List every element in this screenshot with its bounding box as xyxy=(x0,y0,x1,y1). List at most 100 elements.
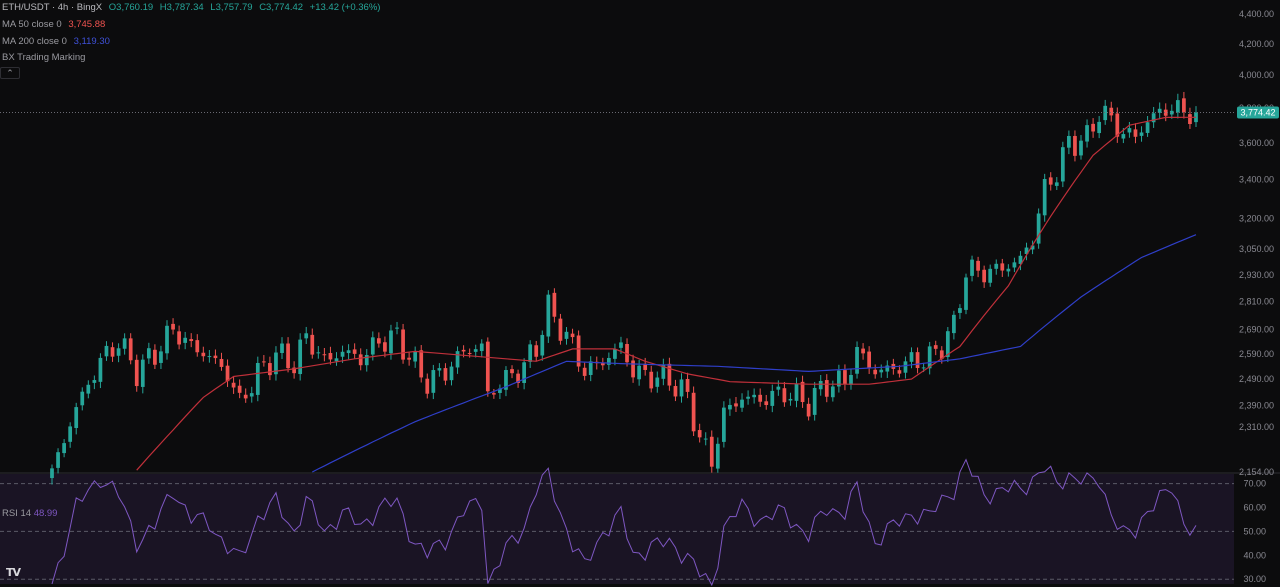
candle-body xyxy=(98,357,103,382)
candle-body xyxy=(546,294,551,337)
ohlc-open: O3,760.19 xyxy=(108,2,154,13)
candle-body xyxy=(970,259,974,276)
price-tick-label: 4,400.00 xyxy=(1239,9,1274,19)
candle-body xyxy=(921,367,926,369)
candle-body xyxy=(637,365,641,380)
candle-body xyxy=(153,349,157,365)
candle-body xyxy=(122,338,127,349)
candle-body xyxy=(607,357,611,365)
rsi-tick-label: 30.00 xyxy=(1243,574,1266,584)
last-price-badge xyxy=(1237,106,1279,119)
candle-body xyxy=(461,349,466,352)
candle-body xyxy=(395,327,399,329)
candle-body xyxy=(268,363,272,376)
candle-body xyxy=(1175,100,1180,113)
candle-body xyxy=(165,325,169,354)
price-tick-label: 2,390.00 xyxy=(1239,400,1274,410)
candle-body xyxy=(540,334,545,356)
candle-body xyxy=(613,349,617,359)
candle-body xyxy=(994,263,999,269)
price-tick-label: 2,154.00 xyxy=(1239,467,1274,477)
candle-body xyxy=(770,390,775,406)
symbol-legend: ETH/USDT · 4h · BingX O3,760.19 H3,787.3… xyxy=(2,2,384,13)
candle-body xyxy=(812,387,817,415)
price-tick-label: 3,400.00 xyxy=(1239,174,1274,184)
candle-body xyxy=(1121,134,1126,139)
price-tick-label: 2,310.00 xyxy=(1239,422,1274,432)
candle-body xyxy=(280,343,284,353)
rsi-tick-label: 50.00 xyxy=(1243,526,1266,536)
ma50-legend[interactable]: MA 50 close 0 3,745.88 xyxy=(2,19,109,30)
candle-body xyxy=(334,358,339,362)
candle-body xyxy=(1103,105,1108,121)
candle-body xyxy=(286,343,290,369)
tradingview-logo[interactable]: TV xyxy=(6,566,21,579)
candle-body xyxy=(140,359,145,387)
candle-body xyxy=(104,345,109,357)
candle-body xyxy=(964,277,968,310)
candle-body xyxy=(413,351,418,362)
candle-body xyxy=(62,443,66,454)
candle-body xyxy=(582,367,587,376)
rsi-legend[interactable]: RSI 14 48.99 xyxy=(2,508,57,519)
candle-body xyxy=(358,354,363,366)
candle-body xyxy=(80,391,85,406)
candle-body xyxy=(619,342,623,348)
candle-body xyxy=(1012,262,1017,268)
candle-body xyxy=(631,360,635,378)
candle-body xyxy=(740,399,744,408)
ma200-legend[interactable]: MA 200 close 0 3,119.30 xyxy=(2,36,114,47)
candle-body xyxy=(806,403,811,417)
candle-body xyxy=(389,330,393,354)
bx-legend[interactable]: BX Trading Marking xyxy=(2,52,89,63)
candle-body xyxy=(310,334,315,355)
rsi-tick-label: 40.00 xyxy=(1243,550,1266,560)
candle-body xyxy=(715,443,720,469)
candle-body xyxy=(643,363,648,370)
candle-body xyxy=(552,292,557,317)
candle-body xyxy=(56,452,60,468)
candle-body xyxy=(1030,245,1035,250)
candle-body xyxy=(86,384,91,394)
candle-body xyxy=(485,341,490,392)
candle-body xyxy=(1091,123,1095,132)
candle-body xyxy=(728,404,732,410)
candle-body xyxy=(861,348,865,354)
candle-body xyxy=(752,394,757,398)
candle-body xyxy=(588,361,593,376)
candle-body xyxy=(782,388,787,403)
price-tick-label: 2,810.00 xyxy=(1239,297,1274,307)
candle-body xyxy=(116,348,121,356)
candle-body xyxy=(68,426,73,442)
price-tick-label: 2,690.00 xyxy=(1239,325,1274,335)
price-tick-label: 3,600.00 xyxy=(1239,138,1274,148)
candle-body xyxy=(431,370,436,393)
candle-body xyxy=(1036,213,1041,244)
candle-body xyxy=(407,357,411,360)
candle-body xyxy=(352,349,357,354)
ohlc-low: L3,757.79 xyxy=(210,2,253,13)
candle-body xyxy=(1048,177,1053,185)
candle-body xyxy=(370,337,375,355)
collapse-legend-button[interactable]: ⌃ xyxy=(0,67,20,79)
candle-body xyxy=(685,379,690,392)
rsi-value: 48.99 xyxy=(33,508,58,519)
candle-body xyxy=(473,349,478,352)
candle-body xyxy=(1115,113,1120,137)
candle-body xyxy=(570,333,575,338)
candle-body xyxy=(189,339,194,342)
candle-body xyxy=(383,342,387,352)
candle-body xyxy=(522,362,526,383)
candle-body xyxy=(1145,122,1150,133)
candle-body xyxy=(146,348,151,359)
candle-body xyxy=(1109,107,1114,116)
candle-body xyxy=(709,436,714,467)
candle-body xyxy=(74,407,79,429)
candle-body xyxy=(1073,135,1077,156)
candle-body xyxy=(830,386,835,398)
candle-body xyxy=(952,314,956,334)
candle-body xyxy=(746,396,750,399)
candle-body xyxy=(225,365,230,382)
candle-body xyxy=(988,268,993,283)
